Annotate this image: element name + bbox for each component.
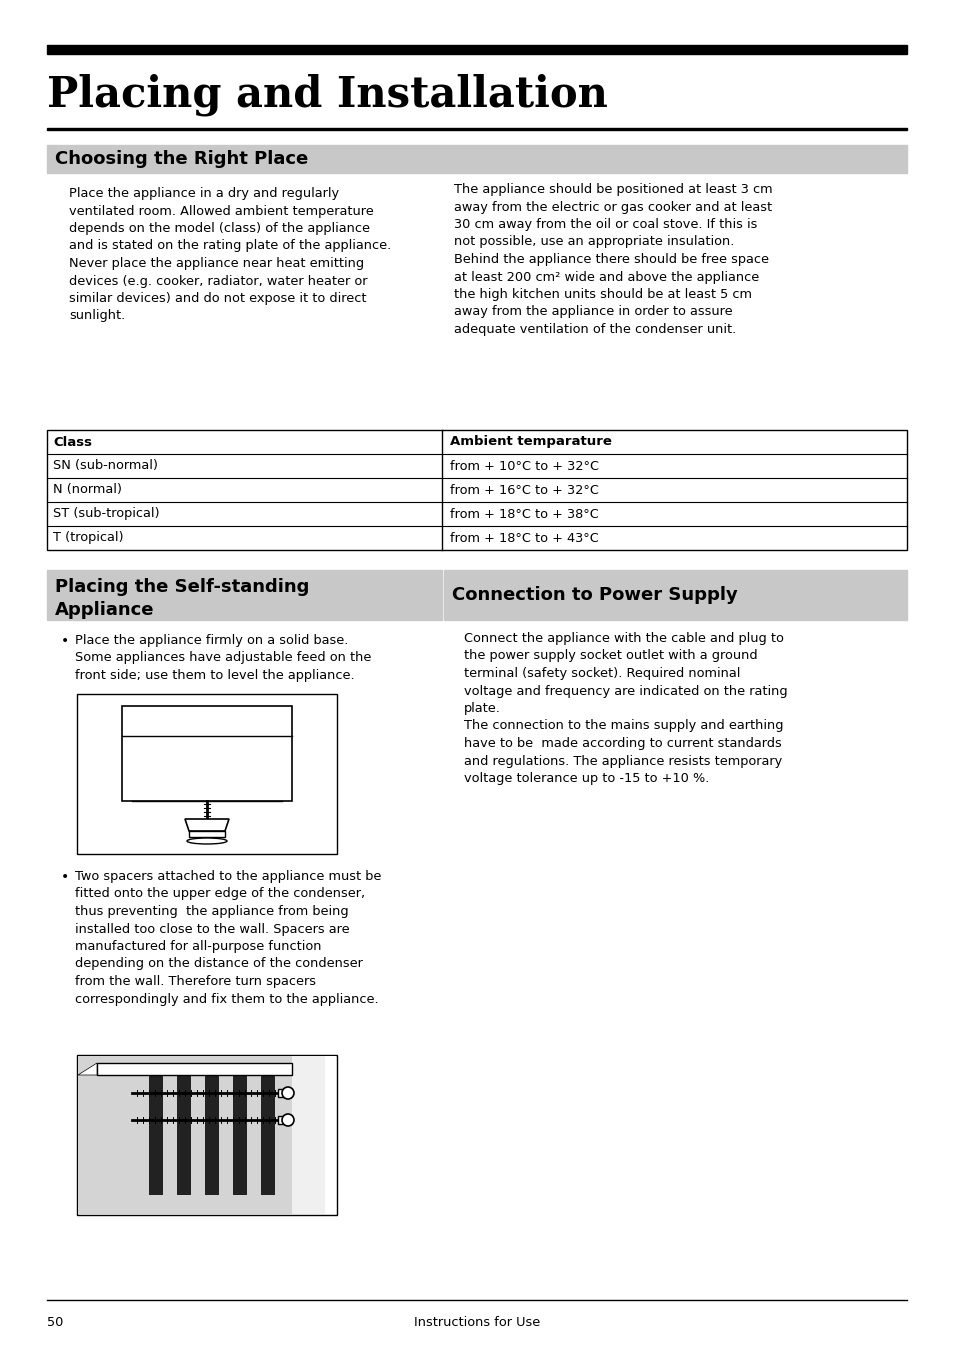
Bar bbox=[325, 1056, 335, 1215]
Ellipse shape bbox=[205, 1067, 219, 1079]
Bar bbox=[443, 570, 906, 620]
Circle shape bbox=[282, 1088, 294, 1098]
Text: Class: Class bbox=[53, 435, 91, 449]
Text: N (normal): N (normal) bbox=[53, 484, 122, 497]
Text: SN (sub-normal): SN (sub-normal) bbox=[53, 459, 158, 473]
Bar bbox=[292, 1056, 330, 1215]
Bar bbox=[205, 1073, 219, 1196]
Bar bbox=[47, 145, 906, 173]
Text: •: • bbox=[61, 634, 70, 648]
Text: ST (sub-tropical): ST (sub-tropical) bbox=[53, 508, 159, 520]
Ellipse shape bbox=[149, 1067, 163, 1079]
Bar bbox=[189, 831, 225, 838]
Bar bbox=[233, 1073, 247, 1196]
Text: •: • bbox=[61, 870, 70, 884]
Text: Choosing the Right Place: Choosing the Right Place bbox=[55, 150, 308, 168]
Text: Place the appliance in a dry and regularly
ventilated room. Allowed ambient temp: Place the appliance in a dry and regular… bbox=[69, 186, 391, 323]
Text: Placing the Self-standing
Appliance: Placing the Self-standing Appliance bbox=[55, 578, 309, 619]
Bar bbox=[77, 694, 336, 854]
Bar bbox=[122, 707, 292, 801]
Bar bbox=[277, 1116, 286, 1124]
Polygon shape bbox=[78, 1063, 97, 1075]
Bar bbox=[47, 45, 906, 54]
Bar bbox=[78, 1056, 335, 1215]
Text: Placing and Installation: Placing and Installation bbox=[47, 73, 607, 115]
Circle shape bbox=[282, 1115, 294, 1125]
Text: Connect the appliance with the cable and plug to
the power supply socket outlet : Connect the appliance with the cable and… bbox=[463, 632, 787, 785]
Text: Instructions for Use: Instructions for Use bbox=[414, 1316, 539, 1329]
Text: The appliance should be positioned at least 3 cm
away from the electric or gas c: The appliance should be positioned at le… bbox=[454, 182, 772, 336]
Text: T (tropical): T (tropical) bbox=[53, 531, 124, 544]
Text: Ambient temparature: Ambient temparature bbox=[450, 435, 611, 449]
Ellipse shape bbox=[177, 1067, 191, 1079]
Ellipse shape bbox=[261, 1067, 274, 1079]
Text: from + 18°C to + 38°C: from + 18°C to + 38°C bbox=[450, 508, 598, 520]
Bar bbox=[261, 1073, 274, 1196]
Bar bbox=[277, 1089, 286, 1097]
Text: from + 18°C to + 43°C: from + 18°C to + 43°C bbox=[450, 531, 598, 544]
Ellipse shape bbox=[187, 838, 227, 844]
Text: 50: 50 bbox=[47, 1316, 63, 1329]
Text: Place the appliance firmly on a solid base.
Some appliances have adjustable feed: Place the appliance firmly on a solid ba… bbox=[75, 634, 371, 682]
Bar bbox=[97, 1063, 292, 1075]
Ellipse shape bbox=[233, 1067, 247, 1079]
Bar bbox=[47, 128, 906, 130]
Bar bbox=[77, 1055, 336, 1215]
Text: from + 10°C to + 32°C: from + 10°C to + 32°C bbox=[450, 459, 598, 473]
Text: Two spacers attached to the appliance must be
fitted onto the upper edge of the : Two spacers attached to the appliance mu… bbox=[75, 870, 381, 1005]
Text: Connection to Power Supply: Connection to Power Supply bbox=[452, 586, 737, 604]
Bar bbox=[149, 1073, 163, 1196]
Bar bbox=[47, 430, 906, 550]
Polygon shape bbox=[185, 819, 229, 831]
Text: from + 16°C to + 32°C: from + 16°C to + 32°C bbox=[450, 484, 598, 497]
Bar bbox=[47, 570, 441, 620]
Bar bbox=[177, 1073, 191, 1196]
